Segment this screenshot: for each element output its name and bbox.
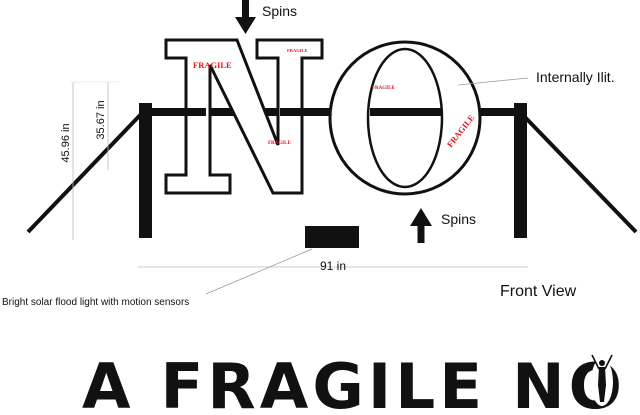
fragile-sticker: FRAGILE bbox=[287, 48, 308, 53]
fragile-sticker: FRAGILE bbox=[193, 60, 232, 70]
title: A FRAGILE NO bbox=[82, 350, 626, 415]
height-outer-label: 45.96 in bbox=[60, 123, 72, 162]
letter-o bbox=[328, 40, 482, 196]
height-inner-label: 35.67 in bbox=[95, 100, 107, 139]
flood-light-label: Bright solar flood light with motion sen… bbox=[2, 297, 189, 308]
right-guy-wire bbox=[518, 110, 638, 234]
fragile-sticker: FRAGILE bbox=[372, 86, 395, 91]
letter-n bbox=[164, 38, 324, 195]
spins-label-bottom: Spins bbox=[441, 211, 476, 227]
spins-down-arrow-icon bbox=[235, 0, 256, 34]
left-guy-wire bbox=[26, 108, 147, 234]
spins-up-arrow-icon bbox=[410, 208, 432, 243]
internally-lit-label: Internally Ilit. bbox=[536, 69, 615, 85]
width-label: 91 in bbox=[320, 259, 346, 273]
figure-silhouette-icon bbox=[591, 354, 613, 406]
fragile-sticker: FRAGILE bbox=[268, 141, 291, 146]
spins-label-top: Spins bbox=[262, 3, 297, 19]
left-post bbox=[139, 103, 152, 238]
right-post bbox=[514, 103, 527, 238]
flood-light-leader bbox=[205, 248, 313, 295]
internally-lit-leader bbox=[457, 77, 529, 86]
solar-flood-light bbox=[305, 226, 359, 248]
view-label: Front View bbox=[500, 283, 577, 300]
